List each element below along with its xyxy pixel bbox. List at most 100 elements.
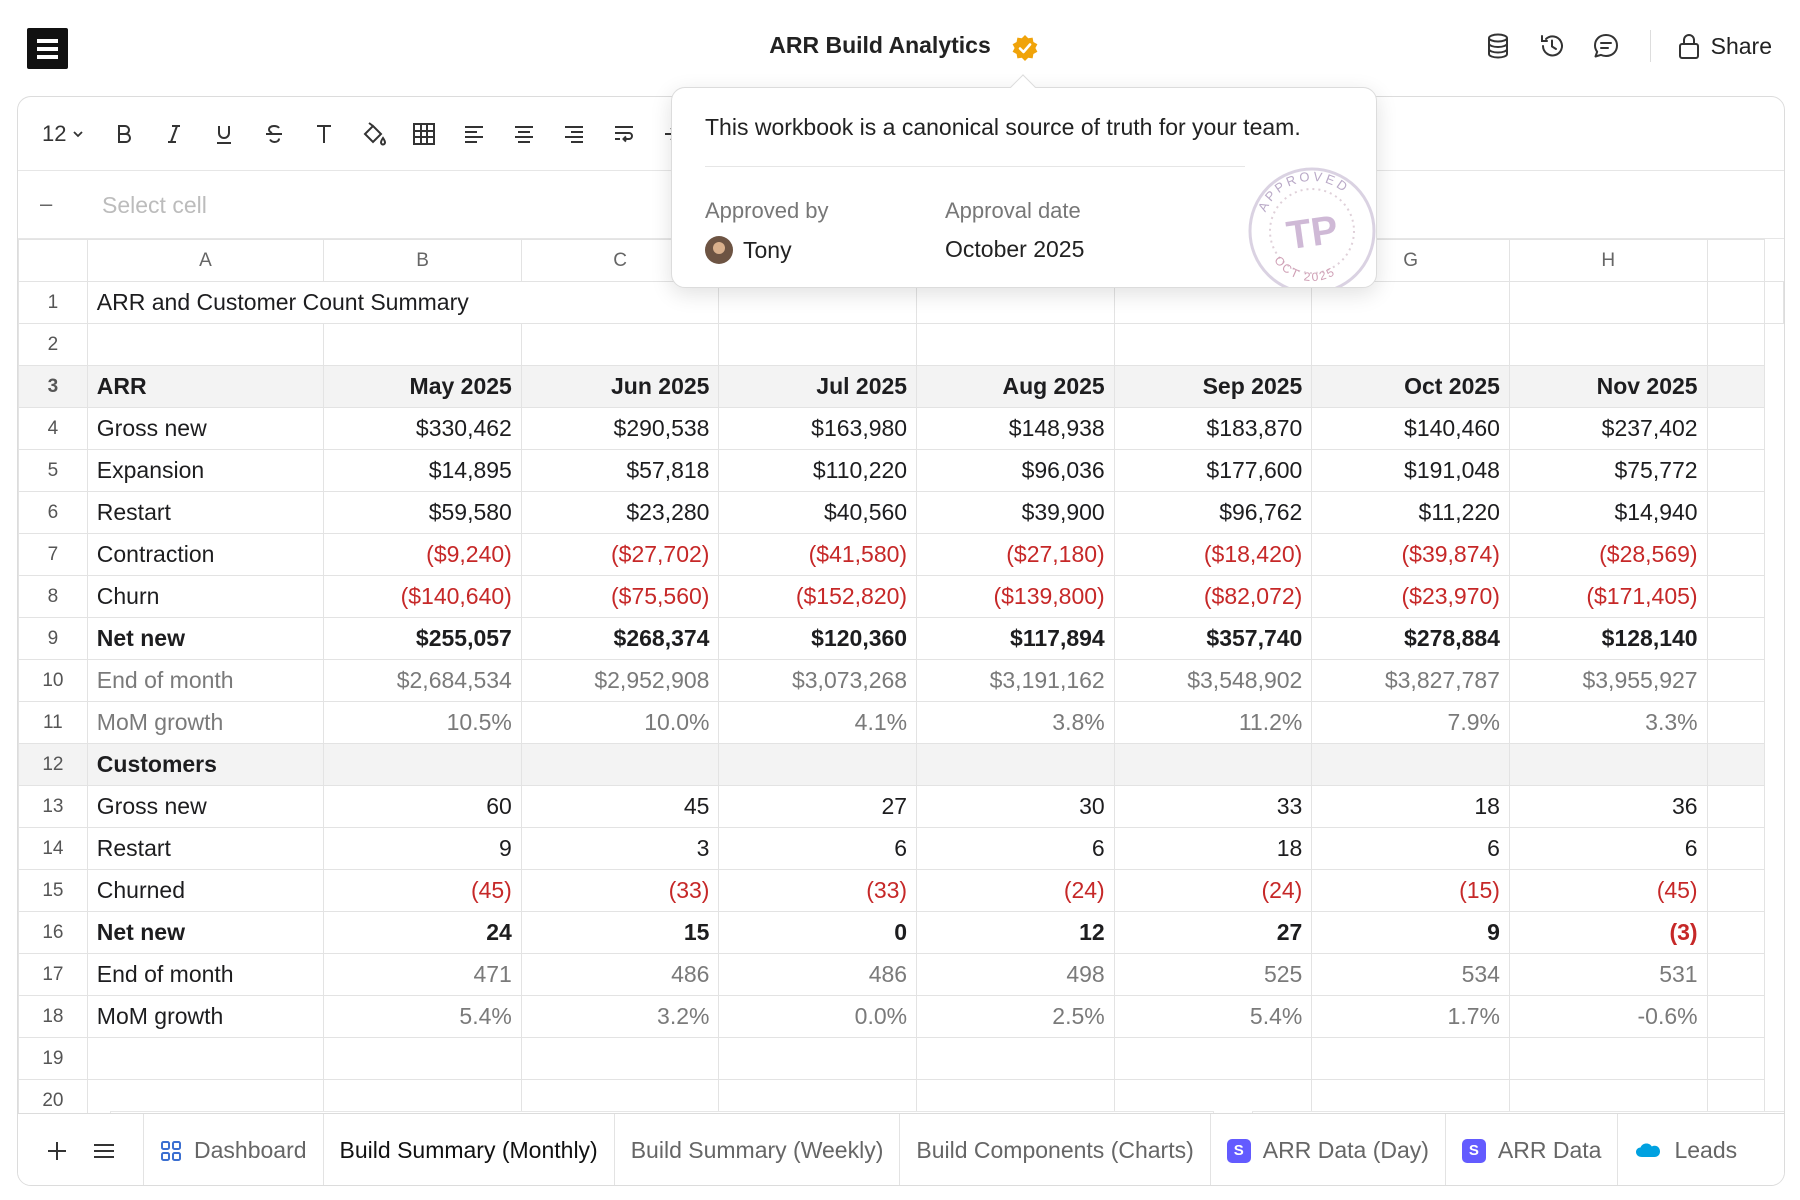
cell-value[interactable]: $148,938 (916, 407, 1115, 450)
cell-value[interactable]: 24 (323, 911, 522, 954)
cell-value[interactable]: 7.9% (1311, 701, 1510, 744)
cell-value[interactable]: $40,560 (718, 491, 918, 534)
cell-label[interactable]: ARR (86, 365, 325, 408)
cell-value[interactable]: Nov 2025 (1508, 365, 1708, 408)
column-header[interactable]: H (1508, 239, 1708, 282)
cell-value[interactable]: ($82,072) (1113, 575, 1313, 618)
tab-arr-data[interactable]: S ARR Data (1446, 1114, 1619, 1185)
cell-value[interactable] (1311, 743, 1510, 786)
cell-value[interactable]: 3 (520, 827, 720, 870)
cell-value[interactable]: 4.1% (718, 701, 918, 744)
cell-label[interactable]: Expansion (86, 449, 325, 492)
cell-value[interactable]: ($140,640) (323, 575, 522, 618)
tab-build-components-charts[interactable]: Build Components (Charts) (900, 1114, 1211, 1185)
cell-value[interactable]: 2.5% (916, 995, 1115, 1038)
cell-value[interactable]: $3,548,902 (1113, 659, 1313, 702)
column-header[interactable] (1706, 239, 1766, 282)
tab-build-summary-weekly[interactable]: Build Summary (Weekly) (615, 1114, 901, 1185)
cell-value[interactable] (1706, 827, 1766, 870)
cell-value[interactable] (1706, 953, 1766, 996)
cell-value[interactable]: 5.4% (323, 995, 522, 1038)
sheet-list-icon[interactable] (92, 1140, 116, 1162)
cell-value[interactable] (718, 1037, 918, 1080)
cell-value[interactable]: 30 (916, 785, 1115, 828)
cell-value[interactable]: 6 (916, 827, 1115, 870)
cell-value[interactable]: 3.8% (916, 701, 1115, 744)
cell-value[interactable] (1706, 869, 1766, 912)
tab-arr-data-day[interactable]: S ARR Data (Day) (1211, 1114, 1446, 1185)
cell-value[interactable]: ($39,874) (1311, 533, 1510, 576)
cell-label[interactable] (86, 1037, 325, 1080)
cell-label[interactable]: End of month (86, 953, 325, 996)
cell-value[interactable]: 27 (718, 785, 918, 828)
cell-value[interactable]: $3,827,787 (1311, 659, 1510, 702)
cell-value[interactable]: $75,772 (1508, 449, 1708, 492)
cell-value[interactable]: 6 (718, 827, 918, 870)
row-number[interactable]: 12 (18, 743, 88, 786)
cell-label[interactable] (86, 323, 325, 366)
cell-value[interactable]: 60 (323, 785, 522, 828)
cell-value[interactable]: $14,895 (323, 449, 522, 492)
cell-value[interactable]: $177,600 (1113, 449, 1313, 492)
cell-label[interactable]: MoM growth (86, 995, 325, 1038)
cell-value[interactable]: 11.2% (1113, 701, 1313, 744)
cell-value[interactable]: $23,280 (520, 491, 720, 534)
cell-value[interactable]: 471 (323, 953, 522, 996)
cell-value[interactable]: 33 (1113, 785, 1313, 828)
cell-value[interactable]: $96,036 (916, 449, 1115, 492)
row-number[interactable]: 10 (18, 659, 88, 702)
cell-value[interactable] (323, 1037, 522, 1080)
cell-label[interactable]: Restart (86, 827, 325, 870)
cell-label[interactable]: Churn (86, 575, 325, 618)
cell-value[interactable]: 0.0% (718, 995, 918, 1038)
cell-value[interactable]: $3,955,927 (1508, 659, 1708, 702)
cell-value[interactable] (1508, 281, 1708, 324)
cell-value[interactable]: $140,460 (1311, 407, 1510, 450)
cell-value[interactable]: (3) (1508, 911, 1708, 954)
cell-value[interactable] (1311, 1037, 1510, 1080)
cell-label[interactable]: MoM growth (86, 701, 325, 744)
cell-value[interactable]: Jun 2025 (520, 365, 720, 408)
cell-value[interactable] (1706, 659, 1766, 702)
cell-value[interactable] (1706, 617, 1766, 660)
cell-value[interactable] (916, 323, 1115, 366)
cell-value[interactable] (1311, 323, 1510, 366)
row-number[interactable]: 5 (18, 449, 88, 492)
strikethrough-icon[interactable] (260, 120, 288, 148)
cell-label[interactable]: Net new (86, 911, 325, 954)
tab-leads[interactable]: Leads (1618, 1114, 1753, 1185)
cell-value[interactable]: 3.3% (1508, 701, 1708, 744)
cell-value[interactable] (1508, 743, 1708, 786)
formula-input[interactable] (102, 187, 602, 223)
align-left-icon[interactable] (460, 120, 488, 148)
cell-value[interactable] (520, 323, 720, 366)
cell-value[interactable]: ($139,800) (916, 575, 1115, 618)
cell-reference[interactable]: – (40, 191, 53, 216)
cell-value[interactable]: (45) (1508, 869, 1708, 912)
cell-value[interactable] (1706, 533, 1766, 576)
cell-value[interactable] (323, 323, 522, 366)
cell-value[interactable]: 0 (718, 911, 918, 954)
cell-value[interactable]: 1.7% (1311, 995, 1510, 1038)
cell-value[interactable] (1113, 323, 1313, 366)
cell-value[interactable]: 10.0% (520, 701, 720, 744)
cell-value[interactable]: ($9,240) (323, 533, 522, 576)
app-logo-icon[interactable] (27, 28, 68, 69)
cell-value[interactable]: (33) (520, 869, 720, 912)
row-number[interactable]: 7 (18, 533, 88, 576)
cell-value[interactable]: 15 (520, 911, 720, 954)
cell-value[interactable]: $330,462 (323, 407, 522, 450)
cell-value[interactable] (718, 323, 918, 366)
cell-value[interactable]: 534 (1311, 953, 1510, 996)
cell-value[interactable]: (24) (916, 869, 1115, 912)
cell-value[interactable] (1706, 701, 1766, 744)
cell-value[interactable] (1508, 323, 1708, 366)
cell-value[interactable]: 531 (1508, 953, 1708, 996)
row-number[interactable]: 17 (18, 953, 88, 996)
bold-icon[interactable] (110, 120, 138, 148)
font-size-select[interactable]: 12 (42, 121, 84, 147)
cell-value[interactable]: $2,952,908 (520, 659, 720, 702)
cell-value[interactable]: ($23,970) (1311, 575, 1510, 618)
align-center-icon[interactable] (510, 120, 538, 148)
cell-value[interactable]: $59,580 (323, 491, 522, 534)
